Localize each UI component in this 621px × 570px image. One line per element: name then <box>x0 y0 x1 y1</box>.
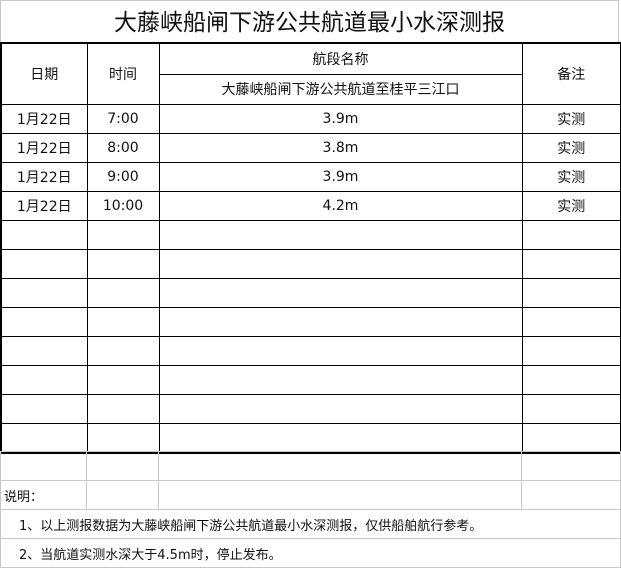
notes-label: 说明： <box>0 480 87 510</box>
empty-cell[interactable] <box>521 336 621 366</box>
empty-row <box>0 278 621 308</box>
empty-cell[interactable] <box>521 394 621 424</box>
header-remark: 备注 <box>521 42 621 105</box>
cell-date[interactable]: 1月22日 <box>0 191 88 221</box>
empty-cell[interactable] <box>521 278 621 308</box>
note-row: 2、当航道实测水深大于4.5m时，停止发布。 <box>0 538 621 568</box>
empty-cell[interactable] <box>521 307 621 337</box>
empty-cell[interactable] <box>158 423 523 454</box>
empty-cell[interactable] <box>0 365 88 395</box>
cell-date[interactable]: 1月22日 <box>0 133 88 163</box>
empty-cell[interactable] <box>521 480 621 510</box>
empty-cell[interactable] <box>0 336 88 366</box>
empty-cell[interactable] <box>86 220 160 250</box>
empty-row <box>0 336 621 366</box>
table-row: 1月22日 10:00 4.2m 实测 <box>0 191 621 221</box>
note-item: 1、以上测报数据为大藤峡船闸下游公共航道最小水深测报，仅供船舶航行参考。 <box>0 509 621 539</box>
empty-row <box>0 307 621 337</box>
empty-cell[interactable] <box>0 278 88 308</box>
empty-cell[interactable] <box>158 480 522 510</box>
empty-cell[interactable] <box>86 249 160 279</box>
empty-cell[interactable] <box>158 451 522 481</box>
table-row: 1月22日 8:00 3.8m 实测 <box>0 133 621 163</box>
report-title: 大藤峡船闸下游公共航道最小水深测报 <box>0 0 619 42</box>
empty-row <box>0 249 621 279</box>
empty-row <box>0 220 621 250</box>
empty-cell[interactable] <box>158 365 523 395</box>
empty-cell[interactable] <box>521 220 621 250</box>
cell-remark[interactable]: 实测 <box>521 191 621 221</box>
cell-depth[interactable]: 3.9m <box>158 104 523 134</box>
notes-label-row: 说明： <box>0 480 621 510</box>
header-row: 日期 时间 航段名称 备注 <box>0 42 621 105</box>
header-section: 大藤峡船闸下游公共航道至桂平三江口 <box>158 73 523 105</box>
notes-table: 说明： 1、以上测报数据为大藤峡船闸下游公共航道最小水深测报，仅供船舶航行参考。… <box>0 451 621 568</box>
header-date: 日期 <box>0 42 88 105</box>
empty-cell[interactable] <box>86 307 160 337</box>
table-row: 1月22日 9:00 3.9m 实测 <box>0 162 621 192</box>
empty-cell[interactable] <box>86 394 160 424</box>
empty-cell[interactable] <box>0 423 88 454</box>
cell-depth[interactable]: 3.8m <box>158 133 523 163</box>
empty-cell[interactable] <box>86 365 160 395</box>
empty-cell[interactable] <box>0 394 88 424</box>
empty-cell[interactable] <box>86 480 159 510</box>
empty-cell[interactable] <box>86 278 160 308</box>
cell-date[interactable]: 1月22日 <box>0 104 88 134</box>
cell-remark[interactable]: 实测 <box>521 162 621 192</box>
empty-cell[interactable] <box>158 220 523 250</box>
cell-time[interactable]: 7:00 <box>86 104 160 134</box>
empty-cell[interactable] <box>521 365 621 395</box>
note-item: 2、当航道实测水深大于4.5m时，停止发布。 <box>0 538 621 568</box>
empty-cell[interactable] <box>0 451 87 481</box>
cell-depth[interactable]: 3.9m <box>158 162 523 192</box>
cell-remark[interactable]: 实测 <box>521 133 621 163</box>
empty-cell[interactable] <box>158 336 523 366</box>
empty-cell[interactable] <box>521 423 621 454</box>
empty-cell[interactable] <box>158 278 523 308</box>
empty-cell[interactable] <box>0 307 88 337</box>
empty-cell[interactable] <box>521 249 621 279</box>
cell-remark[interactable]: 实测 <box>521 104 621 134</box>
empty-cell[interactable] <box>0 249 88 279</box>
empty-cell[interactable] <box>158 394 523 424</box>
empty-cell[interactable] <box>0 220 88 250</box>
empty-cell[interactable] <box>521 451 621 481</box>
cell-time[interactable]: 9:00 <box>86 162 160 192</box>
cell-time[interactable]: 10:00 <box>86 191 160 221</box>
empty-row <box>0 394 621 424</box>
table-row: 1月22日 7:00 3.9m 实测 <box>0 104 621 134</box>
blank-row <box>0 451 621 481</box>
cell-time[interactable]: 8:00 <box>86 133 160 163</box>
header-section-name: 航段名称 <box>158 42 523 75</box>
empty-cell[interactable] <box>86 451 159 481</box>
empty-cell[interactable] <box>158 307 523 337</box>
empty-cell[interactable] <box>86 336 160 366</box>
depth-table: 日期 时间 航段名称 备注 大藤峡船闸下游公共航道至桂平三江口 1月22日 7:… <box>0 42 621 454</box>
cell-date[interactable]: 1月22日 <box>0 162 88 192</box>
empty-cell[interactable] <box>158 249 523 279</box>
cell-depth[interactable]: 4.2m <box>158 191 523 221</box>
empty-row <box>0 365 621 395</box>
header-time: 时间 <box>86 42 160 105</box>
header-row-2: 大藤峡船闸下游公共航道至桂平三江口 <box>1 73 621 105</box>
note-row: 1、以上测报数据为大藤峡船闸下游公共航道最小水深测报，仅供船舶航行参考。 <box>0 509 621 539</box>
empty-row <box>0 423 621 454</box>
empty-cell[interactable] <box>86 423 160 454</box>
